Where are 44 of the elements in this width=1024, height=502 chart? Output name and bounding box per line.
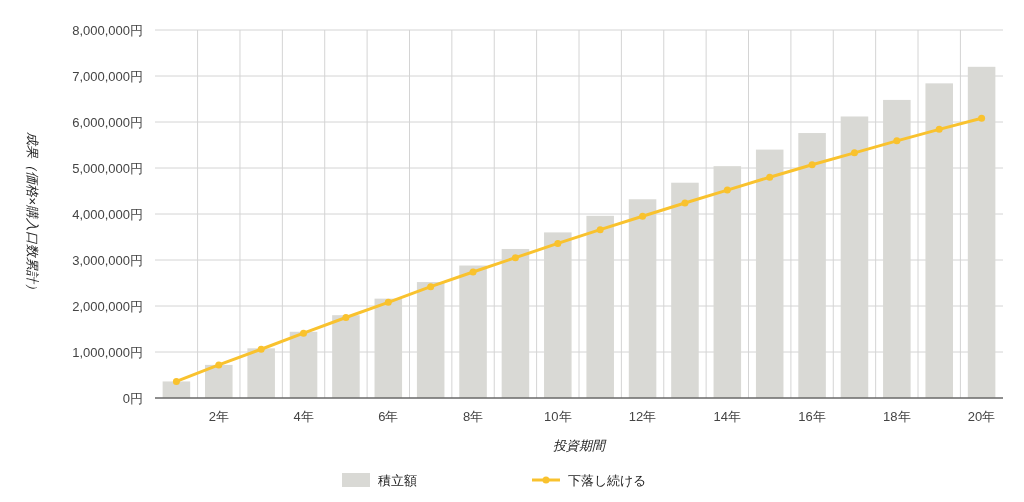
legend-label: 積立額 [378,472,417,488]
point [172,377,180,385]
point [257,345,265,353]
y-tick-label: 2,000,000円 [72,298,143,314]
point [808,161,816,169]
y-axis-title: 成果（価格×購入口数累計） [25,132,40,296]
x-tick-label: 16年 [798,409,826,424]
point [215,361,223,369]
x-tick-label: 2年 [208,409,229,424]
point [935,125,943,133]
point [681,199,689,207]
x-tick-label: 8年 [462,409,484,424]
point [596,226,604,234]
x-tick-label: 6年 [378,409,399,424]
x-tick-label: 4年 [293,409,314,424]
x-tick-label: 18年 [883,409,911,424]
point [639,212,647,220]
point [300,329,308,337]
x-tick-label: 12年 [628,409,657,424]
point [850,149,858,157]
y-tick-label: 0円 [122,390,143,406]
x-tick-label: 20年 [967,409,996,424]
point [511,254,519,262]
point [427,283,435,291]
point [384,298,392,306]
y-tick-label: 7,000,000円 [72,68,143,84]
point [469,268,477,276]
x-axis-title: 投資期間 [553,438,607,453]
legend-label: 下落し続ける [568,472,646,488]
point [978,114,986,122]
point [554,239,562,247]
point [342,314,350,321]
y-tick-label: 3,000,000円 [72,252,143,268]
y-tick-label: 6,000,000円 [72,114,143,130]
y-tick-label: 4,000,000円 [72,206,143,222]
x-tick-label: 10年 [544,409,572,424]
point [766,173,774,181]
y-tick-label: 5,000,000円 [72,160,143,176]
y-tick-label: 8,000,000円 [72,22,143,38]
bar [205,364,233,398]
x-tick-label: 14年 [713,409,742,424]
point [893,137,901,145]
y-tick-label: 1,000,000円 [72,344,143,360]
point [723,186,731,194]
